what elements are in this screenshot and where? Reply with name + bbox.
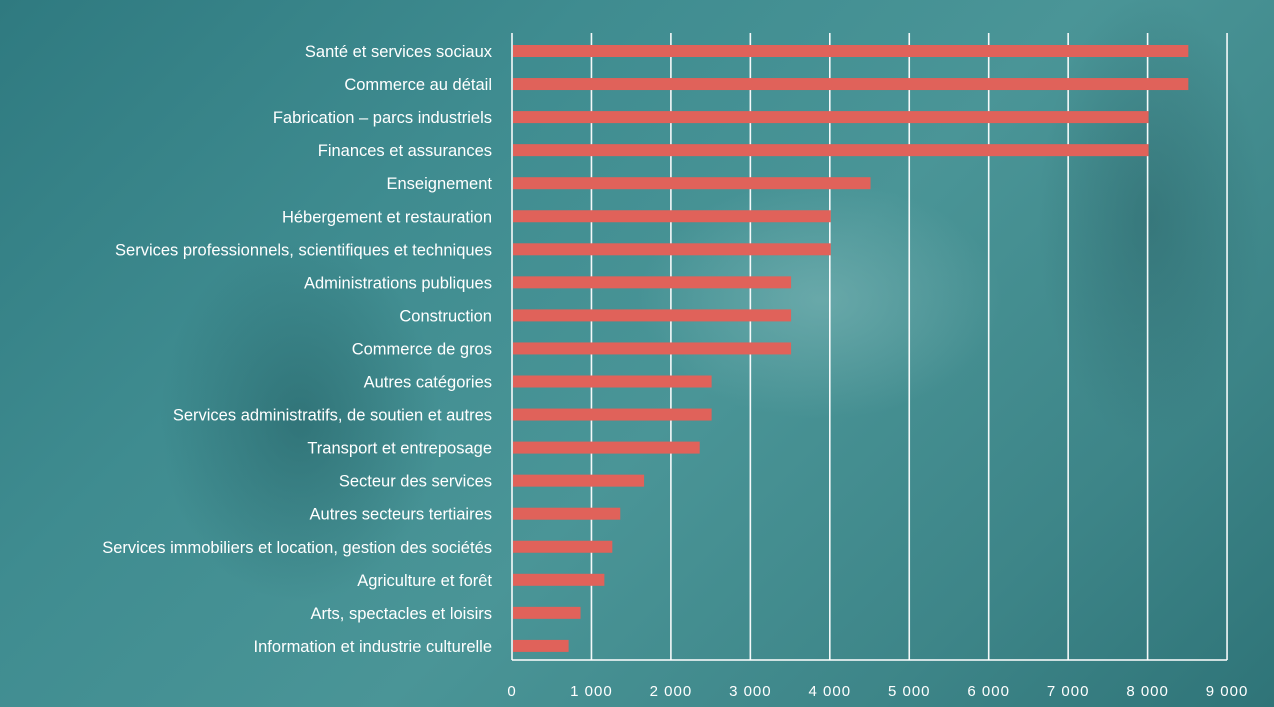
category-label: Information et industrie culturelle xyxy=(254,638,492,656)
category-label: Services professionnels, scientifiques e… xyxy=(115,241,492,259)
x-tick-label: 1 000 xyxy=(570,683,613,700)
category-label: Santé et services sociaux xyxy=(305,43,493,61)
category-label: Finances et assurances xyxy=(318,142,492,160)
bar xyxy=(513,78,1189,91)
bar xyxy=(513,342,792,355)
category-label: Arts, spectacles et loisirs xyxy=(310,605,492,623)
category-label: Commerce de gros xyxy=(352,340,492,358)
x-tick-label: 2 000 xyxy=(650,683,693,700)
category-label: Commerce au détail xyxy=(344,76,492,94)
bar xyxy=(513,606,581,619)
category-label: Enseignement xyxy=(387,175,493,193)
x-tick-label: 0 xyxy=(507,683,516,700)
bar xyxy=(513,441,700,454)
category-label: Transport et entreposage xyxy=(307,440,492,458)
bar xyxy=(513,177,871,190)
category-label: Services immobiliers et location, gestio… xyxy=(102,539,492,557)
category-label: Construction xyxy=(399,307,492,325)
bar xyxy=(513,144,1149,157)
category-label: Fabrication – parcs industriels xyxy=(273,109,492,127)
category-label: Autres secteurs tertiaires xyxy=(310,506,492,524)
bar xyxy=(513,309,792,322)
category-label: Secteur des services xyxy=(339,473,492,491)
bar xyxy=(513,474,645,487)
x-tick-label: 8 000 xyxy=(1126,683,1169,700)
bar xyxy=(513,375,712,388)
bar xyxy=(513,573,605,586)
category-label: Services administratifs, de soutien et a… xyxy=(173,407,492,425)
bar xyxy=(513,540,613,553)
bar xyxy=(513,111,1149,124)
x-tick-label: 6 000 xyxy=(967,683,1010,700)
x-tick-label: 9 000 xyxy=(1206,683,1249,700)
bar xyxy=(513,408,712,421)
bar xyxy=(513,276,792,289)
category-label: Administrations publiques xyxy=(304,274,492,292)
bar xyxy=(513,639,569,652)
x-tick-label: 4 000 xyxy=(809,683,852,700)
bar xyxy=(513,507,621,520)
bar xyxy=(513,210,831,223)
category-label: Agriculture et forêt xyxy=(357,572,492,590)
category-label: Hébergement et restauration xyxy=(282,208,492,226)
x-tick-label: 5 000 xyxy=(888,683,931,700)
bar xyxy=(513,45,1189,57)
x-tick-label: 7 000 xyxy=(1047,683,1090,700)
bar xyxy=(513,243,831,256)
x-tick-label: 3 000 xyxy=(729,683,772,700)
category-label: Autres catégories xyxy=(364,374,492,392)
